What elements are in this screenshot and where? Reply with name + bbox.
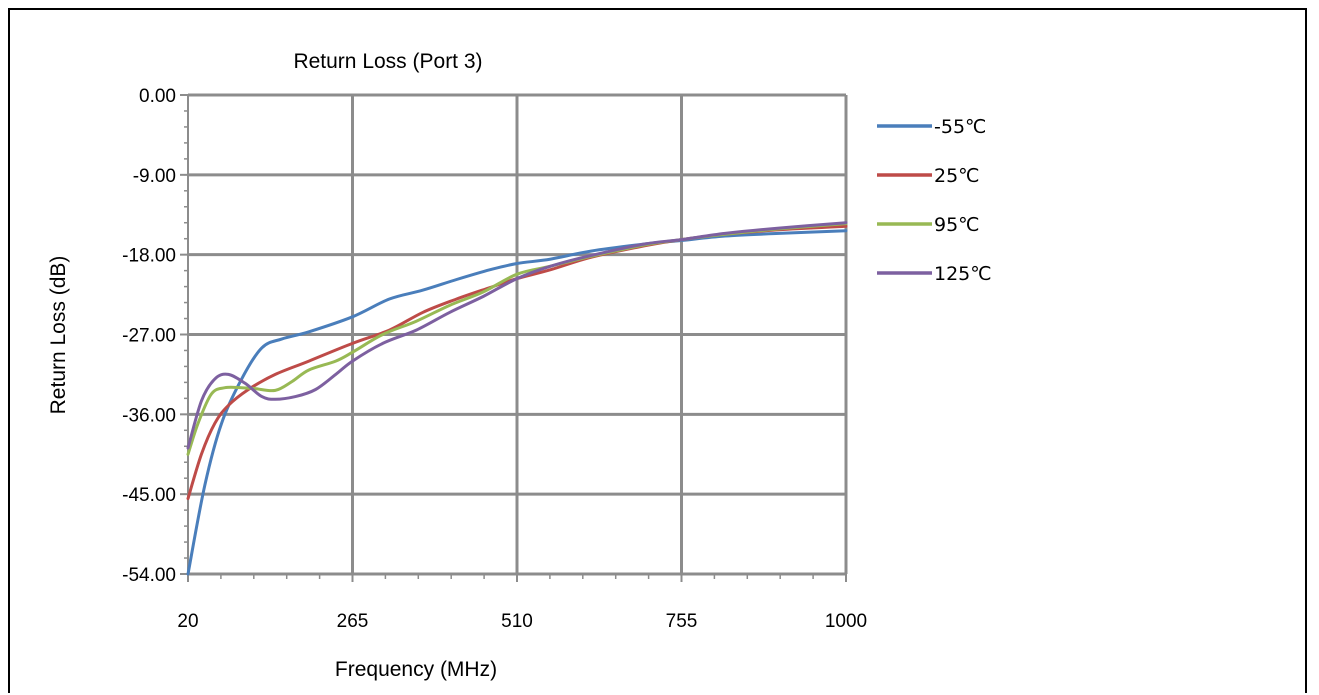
y-tick-label: 0.00 [139,86,176,107]
y-tick-label: -45.00 [122,485,176,506]
x-tick-label: 510 [501,611,533,632]
chart-title: Return Loss (Port 3) [293,50,482,73]
y-tick-label: -54.00 [122,565,176,586]
y-axis-title: Return Loss (dB) [47,256,70,415]
y-tick-label: -9.00 [133,166,176,187]
x-tick-label: 265 [337,611,369,632]
legend-label: 95℃ [934,214,980,236]
y-tick-label: -27.00 [122,326,176,347]
series-4-line [186,221,848,450]
legend-label: 125℃ [934,263,992,285]
x-tick-label: 1000 [825,611,867,632]
legend-label: -55℃ [934,116,986,138]
x-axis-title: Frequency (MHz) [335,658,497,681]
return-loss-chart: 0.00 -9.00 -18.00 -27.00 -36.00 -45.00 -54.00 2… [47,50,992,681]
legend: -55℃ 25℃ 95℃ 125℃ [877,116,992,285]
y-tick-label: -18.00 [122,246,176,267]
x-tick-label: 20 [177,611,198,632]
axis-layer: 0.00 -9.00 -18.00 -27.00 -36.00 -45.00 -54.00 2… [122,86,867,632]
grid-layer [188,93,848,574]
legend-label: 25℃ [934,165,980,187]
y-tick-label: -36.00 [122,405,176,426]
series-layer [186,221,848,576]
x-tick-label: 755 [666,611,698,632]
chart-frame: 0.00 -9.00 -18.00 -27.00 -36.00 -45.00 -54.00 2… [8,8,1307,693]
